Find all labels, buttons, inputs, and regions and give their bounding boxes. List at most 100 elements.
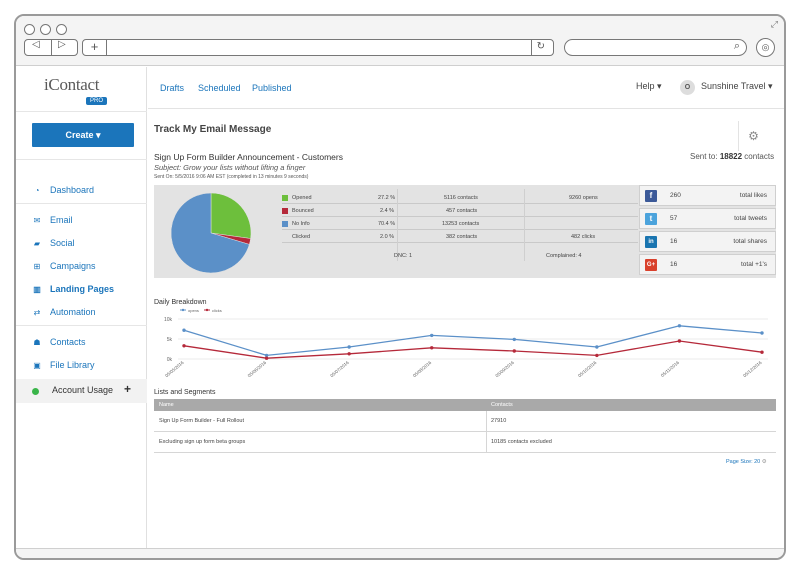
- help-menu[interactable]: Help ▾: [636, 81, 662, 91]
- maximize-window-icon[interactable]: [56, 24, 67, 35]
- sidebar-item-label: File Library: [50, 360, 95, 370]
- data-point-clicks[interactable]: [512, 349, 516, 353]
- data-point-opens[interactable]: [595, 345, 599, 349]
- stat-contacts: 457 contacts: [446, 208, 478, 214]
- sidebar-item-label: Contacts: [50, 337, 86, 347]
- dashboard-icon: ◔: [34, 186, 40, 195]
- address-bar[interactable]: + ↻: [82, 39, 554, 56]
- plus-square-icon: ⊞: [33, 262, 41, 271]
- data-point-clicks[interactable]: [595, 353, 599, 358]
- account-usage-label: Account Usage: [52, 385, 114, 395]
- expand-plus-icon[interactable]: +: [124, 382, 132, 396]
- page-size-control[interactable]: Page Size: 20 ⚙: [726, 459, 767, 465]
- table-row: Excluding sign up form beta groups 10185…: [154, 432, 776, 453]
- sent-to-label: Sent to:: [690, 152, 718, 161]
- main-content: Drafts Scheduled Published Help ▾ O Suns…: [148, 67, 784, 551]
- data-point-clicks[interactable]: [677, 339, 682, 343]
- dnc-count: DNC: 1: [394, 253, 413, 259]
- logo-text: iContact: [44, 75, 100, 94]
- social-label: total likes: [739, 192, 767, 199]
- shuffle-icon: ⇄: [33, 308, 41, 317]
- status-dot-icon: [32, 388, 39, 395]
- minimize-window-icon[interactable]: [40, 24, 51, 35]
- legend-label: clicks: [212, 308, 222, 313]
- sidebar-item-label: Email: [50, 215, 73, 225]
- data-point-opens[interactable]: [760, 331, 764, 335]
- forward-icon[interactable]: ▷: [58, 39, 66, 50]
- sidebar-item-automation[interactable]: ⇄ Automation: [32, 305, 96, 319]
- sidebar-item-dashboard[interactable]: ◔ Dashboard: [32, 183, 94, 197]
- social-count: 16: [670, 261, 678, 268]
- fullscreen-icon[interactable]: ⤢: [770, 19, 778, 29]
- create-label: Create: [65, 130, 94, 140]
- tab-published[interactable]: Published: [252, 83, 292, 93]
- sidebar-item-social[interactable]: ▰ Social: [32, 236, 75, 250]
- stat-pct: 70.4 %: [378, 221, 396, 227]
- data-point-opens[interactable]: [347, 345, 351, 349]
- stat-label: Bounced: [292, 208, 314, 214]
- y-tick-label: 0k: [167, 357, 173, 363]
- browser-search-input[interactable]: ⌕: [564, 39, 747, 56]
- chat-icon: ▰: [33, 239, 41, 248]
- stat-pct: 27.2 %: [378, 195, 396, 201]
- social-row-facebook: f 260 total likes: [639, 185, 776, 206]
- status-pie-chart: [170, 192, 252, 274]
- data-point-opens[interactable]: [677, 324, 682, 328]
- list-contacts: 10185 contacts excluded: [491, 439, 552, 445]
- stat-row-no-info: No Info 70.4 % 13253 contacts: [282, 217, 638, 230]
- sidebar-item-email[interactable]: ✉ Email: [32, 213, 73, 227]
- sidebar-item-label: Campaigns: [50, 261, 96, 271]
- data-point-opens[interactable]: [182, 328, 186, 332]
- icontact-logo: iContact PRO: [44, 75, 144, 109]
- download-icon[interactable]: ◎: [756, 38, 775, 57]
- tab-scheduled[interactable]: Scheduled: [198, 83, 241, 93]
- legend-dot: [205, 308, 209, 312]
- message-title: Sign Up Form Builder Announcement - Cust…: [154, 152, 343, 162]
- x-tick-label: 05/12/2016: [742, 360, 763, 379]
- list-contacts: 27910: [491, 418, 507, 424]
- envelope-icon: ✉: [33, 216, 41, 225]
- sidebar-item-contacts[interactable]: ☗ Contacts: [32, 335, 86, 349]
- social-count: 16: [670, 238, 678, 245]
- create-button[interactable]: Create ▾: [32, 123, 134, 147]
- message-subject: Subject: Grow your lists without lifting…: [154, 163, 306, 172]
- column-header-name[interactable]: Name: [159, 402, 174, 408]
- account-usage[interactable]: Account Usage +: [16, 379, 147, 403]
- list-name: Excluding sign up form beta groups: [159, 439, 246, 445]
- sidebar: iContact PRO Create ▾ ◔ Dashboard ✉ Email …: [16, 67, 147, 551]
- data-point-opens[interactable]: [512, 337, 516, 342]
- data-point-clicks[interactable]: [430, 346, 434, 350]
- sidebar-item-file-library[interactable]: ▣ File Library: [32, 358, 95, 372]
- data-point-clicks[interactable]: [182, 344, 186, 348]
- sidebar-item-campaigns[interactable]: ⊞ Campaigns: [32, 259, 96, 273]
- reload-icon[interactable]: ↻: [536, 41, 545, 52]
- settings-icon[interactable]: ⚙: [761, 459, 767, 465]
- data-point-opens[interactable]: [264, 353, 269, 358]
- x-tick-label: 05/10/2016: [577, 360, 598, 379]
- x-tick-label: 05/11/2016: [660, 360, 681, 378]
- social-row-twitter: t 57 total tweets: [639, 208, 776, 229]
- data-point-clicks[interactable]: [760, 350, 764, 354]
- tab-drafts[interactable]: Drafts: [160, 83, 185, 93]
- data-point-clicks[interactable]: [264, 356, 269, 360]
- close-window-icon[interactable]: [24, 24, 35, 35]
- chart-title: Daily Breakdown: [154, 299, 207, 306]
- sidebar-item-landing-pages[interactable]: ▥ Landing Pages: [32, 282, 114, 296]
- back-icon[interactable]: ◁: [32, 39, 40, 50]
- browser-window: ⤢ ◁ ▷ + ↻ ⌕ ◎ iContact PRO Create ▾: [14, 14, 786, 560]
- account-menu[interactable]: Sunshine Travel ▾: [701, 81, 773, 91]
- data-point-opens[interactable]: [430, 333, 434, 338]
- gear-icon[interactable]: ⚙: [738, 121, 768, 151]
- sent-to: Sent to: 18822 contacts: [690, 152, 774, 161]
- page-size-label: Page Size: 20: [726, 459, 761, 465]
- social-count: 57: [670, 215, 678, 222]
- data-point-clicks[interactable]: [347, 352, 351, 356]
- series-line-opens: [183, 325, 763, 357]
- stat-pct: 2.4 %: [380, 208, 395, 214]
- stat-pct: 2.0 %: [380, 234, 395, 240]
- avatar[interactable]: O: [680, 80, 695, 95]
- new-tab-icon[interactable]: +: [83, 40, 107, 55]
- message-sent-on: Sent On: 5/5/2016 9:06 AM EST (completed…: [154, 174, 309, 180]
- column-header-contacts[interactable]: Contacts: [491, 402, 513, 408]
- table-row: Sign Up Form Builder - Full Rollout 2791…: [154, 411, 776, 432]
